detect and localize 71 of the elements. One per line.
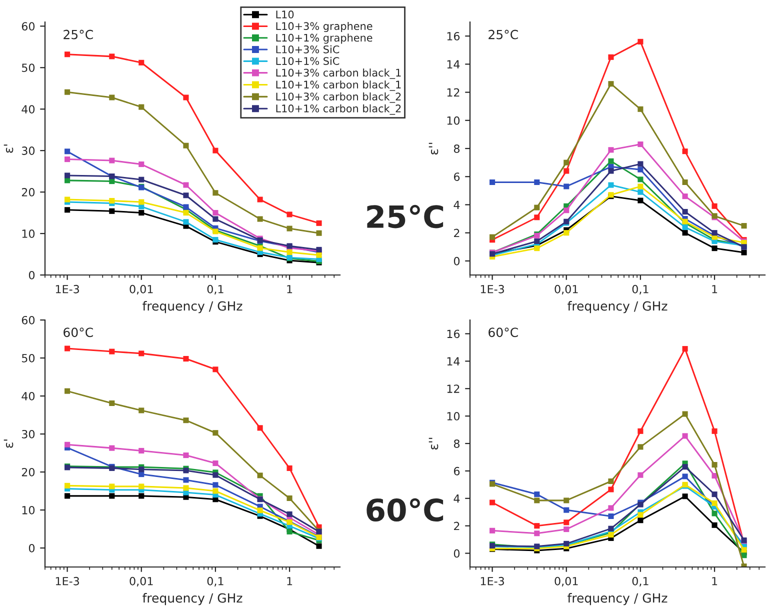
y-tick-label: 20 (22, 468, 35, 476)
x-axis-title: frequency / GHz (142, 593, 242, 606)
legend-label: L10+1% SiC (276, 56, 340, 65)
y-tick-label: 12 (447, 88, 460, 96)
y-tick-label: 8 (454, 439, 460, 448)
y-tick-label: 0 (28, 270, 35, 280)
y-tick-label: 60 (22, 22, 35, 31)
text: 60°C (366, 498, 444, 522)
x-tick-label: 0,1 (207, 284, 224, 294)
y-tick-label: 50 (22, 354, 35, 362)
x-tick-label: 1E-3 (480, 284, 504, 294)
y-tick-label: 0 (28, 544, 35, 552)
x-tick-label: 0,01 (130, 576, 153, 586)
x-axis-title: frequency / GHz (568, 301, 668, 314)
y-tick-label: 16 (447, 330, 460, 338)
y-tick-label: 4 (454, 200, 460, 209)
legend-label: L10+3% SiC (276, 45, 340, 54)
y-tick-label: 10 (447, 116, 460, 125)
y-axis-title: ε'' (428, 438, 438, 450)
y-axis-title: ε' (4, 440, 14, 448)
y-tick-label: 12 (447, 384, 460, 393)
x-tick-label: 1 (287, 285, 292, 294)
y-tick-label: 16 (447, 32, 460, 40)
x-tick-label: 1E-3 (56, 284, 79, 294)
y-tick-label: 40 (22, 105, 35, 114)
y-axis-title: ε' (4, 144, 14, 153)
y-tick-label: 0 (454, 549, 460, 558)
x-tick-label: 1E-3 (480, 576, 504, 586)
x-tick-label: 0,1 (632, 284, 648, 294)
y-tick-label: 6 (454, 172, 460, 181)
y-tick-label: 2 (454, 228, 460, 238)
legend-label: L10 (276, 10, 294, 18)
y-tick-label: 10 (22, 506, 35, 514)
y-tick-label: 30 (22, 430, 35, 438)
x-tick-label: 0,01 (554, 576, 578, 586)
annotation: 60°C (64, 328, 93, 338)
x-tick-label: 0,01 (130, 284, 153, 294)
annotation: 25°C (488, 30, 518, 40)
legend-label: L10+3% carbon black_1 (276, 68, 401, 79)
y-tick-label: 8 (454, 144, 460, 153)
x-axis-title: frequency / GHz (568, 593, 668, 606)
y-tick-label: 4 (454, 494, 460, 503)
y-tick-label: 14 (447, 60, 460, 68)
y-tick-label: 14 (447, 357, 460, 366)
annotation: 60°C (488, 328, 518, 338)
y-tick-label: 10 (22, 230, 35, 238)
y-tick-label: 20 (22, 188, 35, 196)
x-tick-label: 0,1 (207, 576, 224, 586)
y-tick-label: 60 (22, 316, 35, 324)
y-tick-label: 50 (22, 64, 35, 72)
y-tick-label: 2 (454, 522, 460, 530)
x-tick-label: 0,01 (554, 284, 578, 294)
x-tick-label: 0,1 (632, 576, 648, 586)
y-axis-title: ε'' (428, 142, 438, 154)
legend-label: L10+3% carbon black_2 (276, 92, 401, 103)
y-tick-label: 40 (22, 392, 35, 400)
x-tick-label: 1 (287, 577, 292, 586)
x-axis-title: frequency / GHz (142, 301, 242, 314)
legend-label: L10+3% graphene (276, 22, 372, 32)
x-tick-label: 1 (712, 577, 718, 586)
y-tick-label: 0 (454, 256, 460, 266)
annotation: 25°C (64, 30, 93, 40)
legend-label: L10+1% carbon black_1 (276, 80, 401, 91)
x-tick-label: 1 (712, 285, 718, 294)
y-tick-label: 10 (447, 412, 460, 420)
legend-label: L10+1% graphene (276, 34, 372, 44)
x-tick-label: 1E-3 (56, 576, 79, 586)
text: 25°C (367, 204, 444, 228)
y-tick-label: 6 (454, 466, 460, 476)
legend-label: L10+1% carbon black_2 (276, 104, 401, 115)
y-tick-label: 30 (22, 146, 35, 155)
